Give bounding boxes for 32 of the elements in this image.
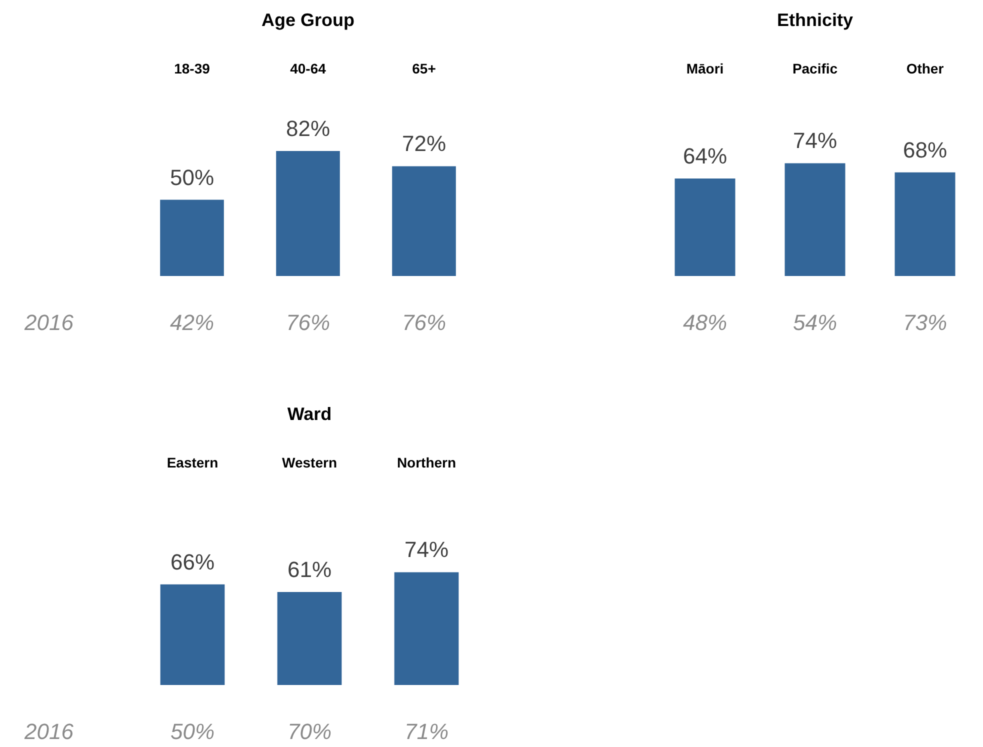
data-label: 64% [682,143,728,168]
x-tick-label: 40-64 [290,60,326,76]
chart-title: Ethnicity [776,10,854,30]
x-tick-label: Western [282,454,337,470]
data-label: 50% [170,164,214,190]
x-tick-label: Eastern [166,454,218,470]
x-tick-label: Other [906,60,944,76]
chart-title: Ward [287,404,332,424]
data-label: 74% [404,537,449,562]
text: 54% [792,310,838,335]
text: 76% [402,310,446,335]
text: 2016 [24,310,74,335]
x-tick-label: Māori [686,60,724,76]
data-label: 74% [792,128,838,154]
text: 2016 [24,719,74,744]
text: 50% [170,719,215,744]
x-tick-label: Pacific [792,60,838,76]
data-label: 72% [402,131,446,156]
text: 42% [170,310,214,335]
data-label: 68% [902,137,948,162]
data-label: 61% [287,557,332,582]
text: 73% [902,310,948,335]
text: 48% [682,310,728,335]
data-label: 82% [286,116,330,141]
data-label: 66% [170,549,215,574]
x-tick-label: 18-39 [174,60,210,76]
text: 71% [404,719,449,744]
text: 76% [286,310,330,335]
x-tick-label: 65+ [412,60,436,76]
x-tick-label: Northern [396,454,456,470]
chart-title: Age Group [262,10,354,30]
text: 70% [287,719,332,744]
